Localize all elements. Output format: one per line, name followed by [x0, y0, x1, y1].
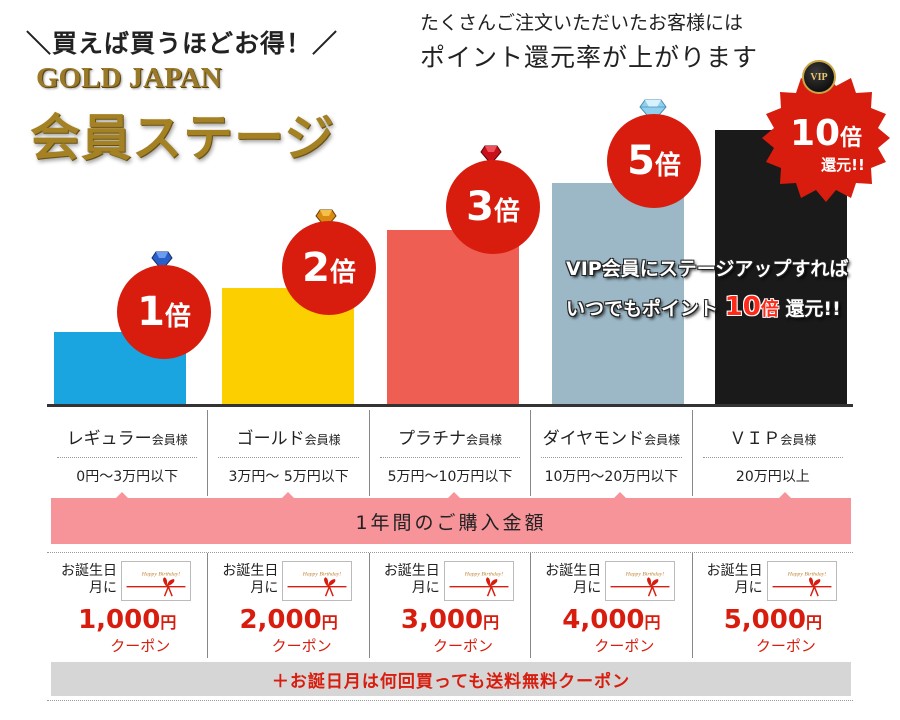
stage-name: ダイヤモンド — [542, 429, 645, 449]
stage-name: ＶＩＰ — [729, 429, 781, 449]
birthday-label: お誕生日月に — [545, 563, 602, 596]
vip-message-line-2: いつでもポイント 10倍 還元!! — [566, 292, 841, 322]
brand-logo: GOLD JAPAN — [36, 62, 222, 94]
ruby-gem-icon — [480, 145, 502, 165]
birthday-label: お誕生日月に — [222, 563, 279, 596]
arrow-up-icon — [280, 492, 296, 500]
coupon-amount: 3,000 — [400, 605, 484, 635]
stage-suffix: 会員様 — [644, 433, 681, 447]
stage-column-diamond: ダイヤモンド会員様 10万円〜20万円以下 — [531, 410, 693, 496]
coupon-amount: 2,000 — [239, 605, 322, 635]
coupon-yen: 円 — [483, 613, 500, 632]
coupon-card-3000: お誕生日月に Happy Birthday! 3,000円 クーポン — [370, 553, 532, 658]
coupon-yen: 円 — [805, 613, 822, 632]
stage-column-platinum: プラチナ会員様 5万円〜10万円以下 — [370, 410, 532, 496]
coupon-type: クーポン — [271, 637, 332, 655]
coupon-type: クーポン — [433, 637, 494, 655]
tagline: ＼買えば買うほどお得！／ — [26, 29, 339, 58]
card-greeting: Happy Birthday! — [302, 571, 341, 577]
birthday-card-icon: Happy Birthday! — [121, 561, 191, 601]
stage-name: ゴールド — [236, 429, 305, 449]
vip-message-line-1: VIP会員にステージアップすれば — [566, 258, 849, 280]
arrow-up-icon — [777, 492, 793, 500]
card-greeting: Happy Birthday! — [786, 571, 825, 577]
purchase-amount-banner: 1年間のご購入金額 — [51, 498, 851, 544]
stage-suffix: 会員様 — [466, 433, 503, 447]
stage-bar-diamond — [552, 183, 684, 404]
stage-suffix: 会員様 — [780, 433, 817, 447]
birthday-label: お誕生日月に — [706, 563, 763, 596]
coupon-yen: 円 — [321, 613, 338, 632]
coupon-type: クーポン — [110, 637, 171, 655]
stage-column-gold: ゴールド会員様 3万円〜 5万円以下 — [208, 410, 370, 496]
coupon-amount: 1,000 — [78, 605, 161, 635]
stage-name: レギュラー — [66, 429, 152, 449]
topaz-gem-icon — [315, 209, 337, 229]
coupon-row: お誕生日月に Happy Birthday! 1,000円 クーポン お誕生日月… — [47, 552, 853, 658]
stage-range: 0円〜3万円以下 — [76, 469, 179, 485]
card-greeting: Happy Birthday! — [464, 571, 503, 577]
arrow-up-icon — [446, 492, 462, 500]
arrow-up-icon — [612, 492, 628, 500]
free-shipping-footer: ＋お誕日月は何回買っても送料無料クーポン — [51, 662, 851, 696]
coupon-amount: 5,000 — [723, 605, 806, 635]
coupon-card-5000: お誕生日月に Happy Birthday! 5,000円 クーポン — [693, 553, 853, 658]
birthday-label: お誕生日月に — [383, 563, 440, 596]
vip-starburst-icon — [762, 74, 890, 202]
birthday-card-icon: Happy Birthday! — [766, 561, 837, 601]
stage-suffix: 会員様 — [304, 433, 341, 447]
coupon-type: クーポン — [755, 637, 816, 655]
birthday-label: お誕生日月に — [61, 563, 117, 596]
stage-range: 3万円〜 5万円以下 — [228, 469, 349, 485]
card-greeting: Happy Birthday! — [625, 571, 664, 577]
stage-column-regular: レギュラー会員様 0円〜3万円以下 — [47, 410, 209, 496]
bottom-divider — [47, 700, 853, 701]
stage-table: レギュラー会員様 0円〜3万円以下 ゴールド会員様 3万円〜 5万円以下 プラチ… — [47, 410, 853, 496]
stage-column-vip: ＶＩＰ会員様 20万円以上 — [693, 410, 853, 496]
stage-range: 20万円以上 — [735, 469, 810, 485]
arrow-up-icon — [114, 492, 130, 500]
birthday-card-icon: Happy Birthday! — [605, 561, 676, 601]
coupon-type: クーポン — [594, 637, 655, 655]
stage-name: プラチナ — [398, 429, 466, 449]
birthday-card-icon: Happy Birthday! — [443, 561, 514, 601]
card-greeting: Happy Birthday! — [141, 571, 180, 577]
coupon-amount: 4,000 — [562, 605, 645, 635]
coupon-card-2000: お誕生日月に Happy Birthday! 2,000円 クーポン — [208, 553, 370, 658]
stage-range: 10万円〜20万円以下 — [544, 469, 679, 485]
vip-multiplier-badge: 10 倍 還元!! — [789, 112, 865, 174]
coupon-card-1000: お誕生日月に Happy Birthday! 1,000円 クーポン — [47, 553, 209, 658]
notice-line-1: たくさんご注文いただいたお客様には — [420, 12, 744, 34]
stage-range: 5万円〜10万円以下 — [387, 469, 513, 485]
stage-bar-platinum — [387, 230, 519, 404]
sapphire-gem-icon — [151, 251, 173, 271]
coupon-card-4000: お誕生日月に Happy Birthday! 4,000円 クーポン — [531, 553, 693, 658]
stage-suffix: 会員様 — [151, 433, 188, 447]
birthday-card-icon: Happy Birthday! — [282, 561, 353, 601]
vip-badge-icon: VIP — [802, 60, 836, 94]
coupon-yen: 円 — [160, 613, 177, 632]
chart-baseline — [47, 404, 853, 407]
coupon-yen: 円 — [644, 613, 661, 632]
notice-line-2: ポイント還元率が上がります — [420, 43, 759, 72]
page-title: 会員ステージ — [30, 109, 335, 167]
